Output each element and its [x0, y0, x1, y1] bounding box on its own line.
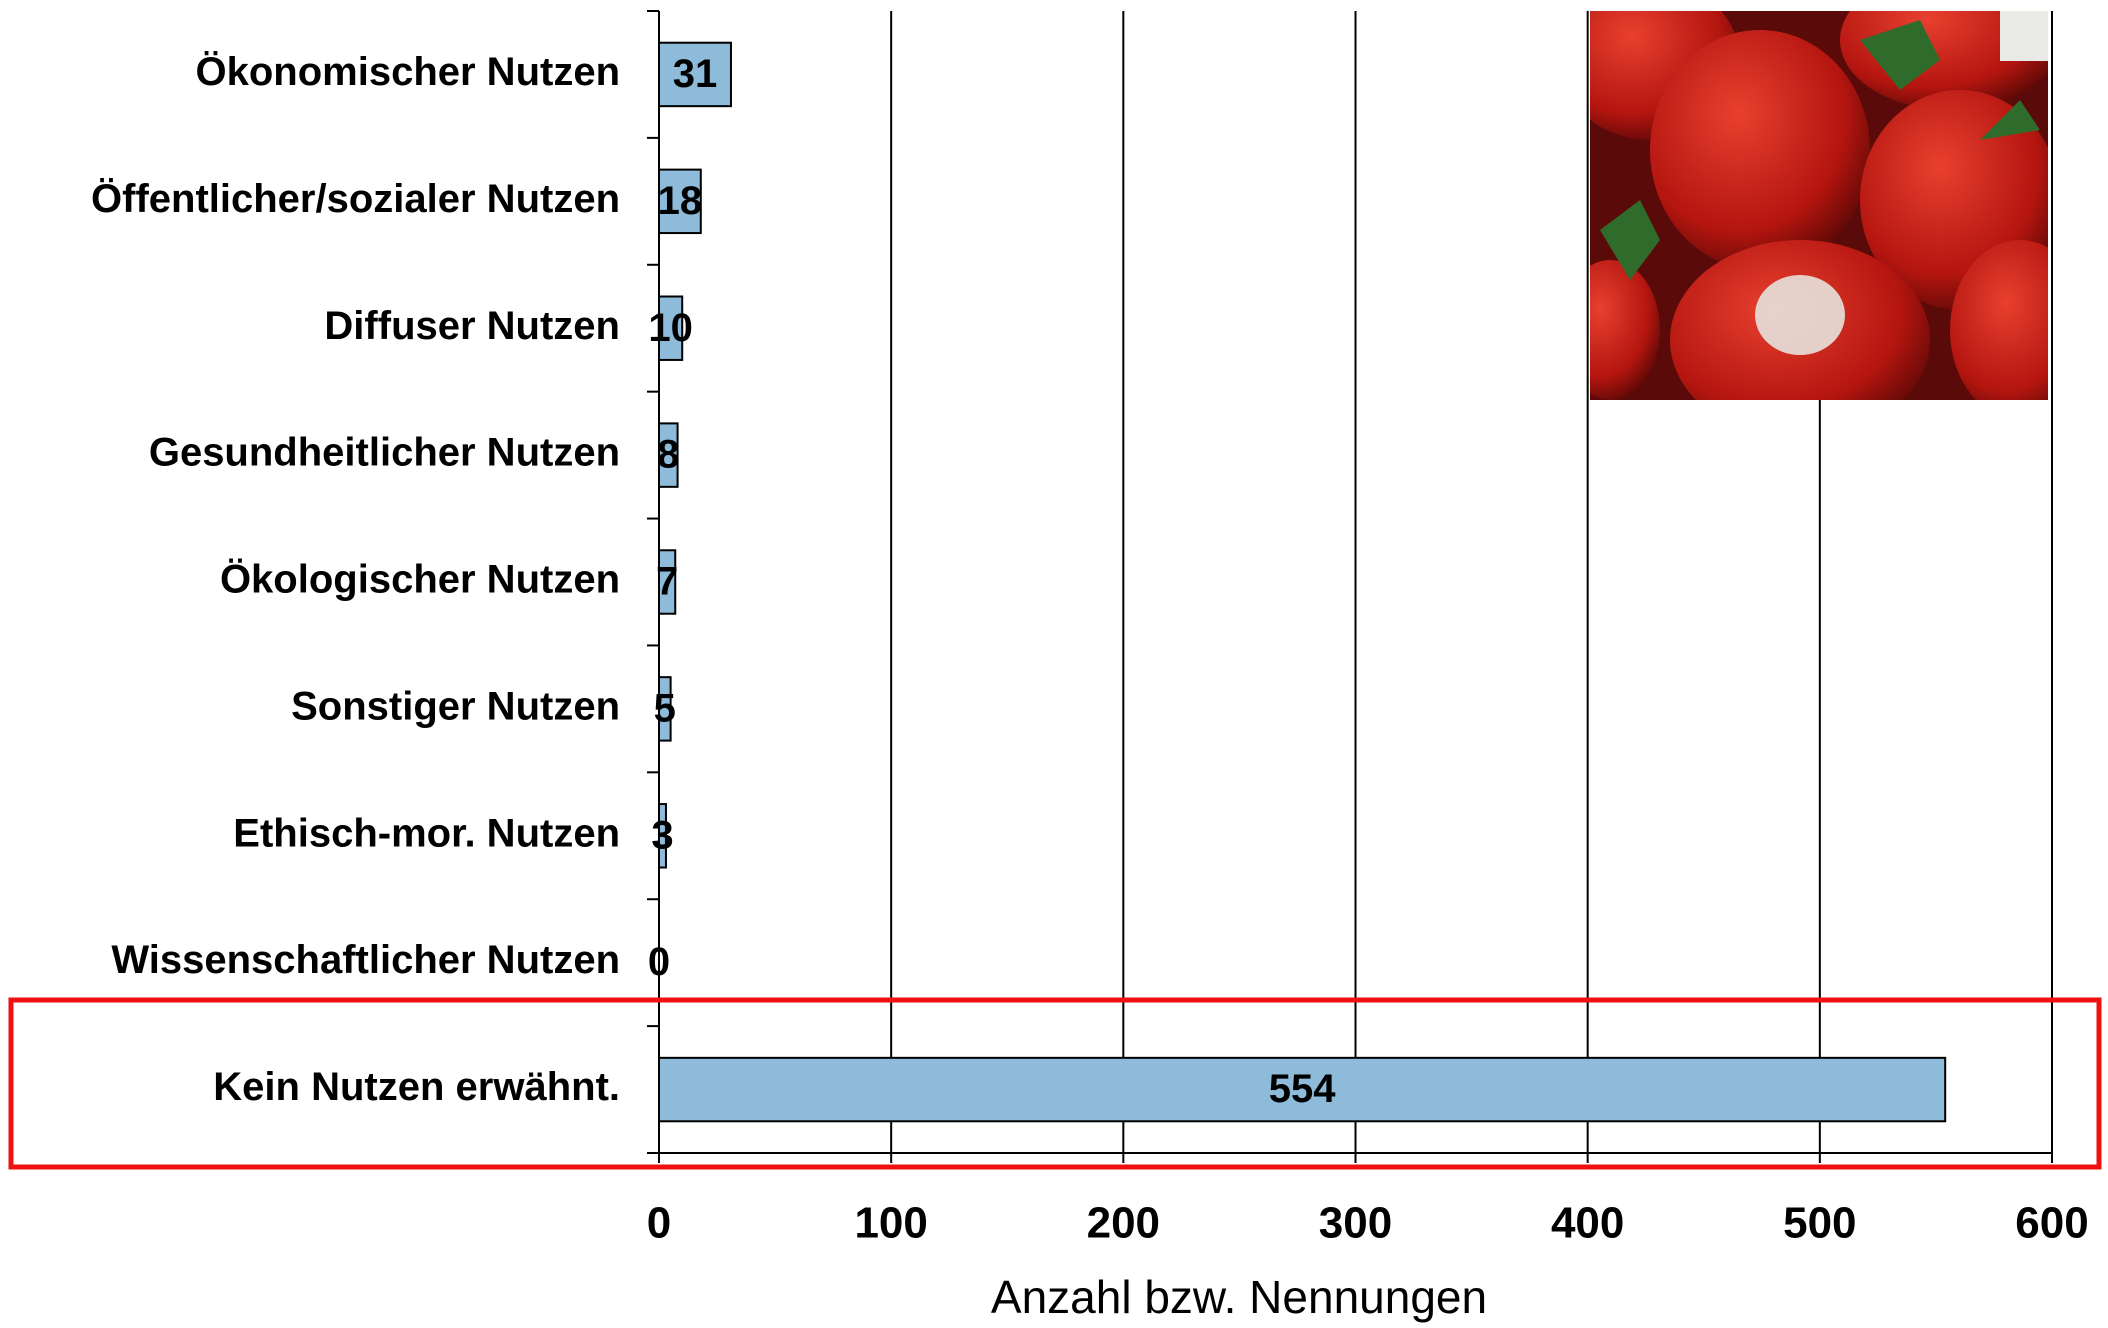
strawberry-photo	[1560, 0, 2090, 440]
value-label: 7	[656, 560, 678, 604]
y-tick-label: Sonstiger Nutzen	[291, 684, 620, 728]
x-tick-label: 400	[1551, 1199, 1624, 1248]
x-tick-label: 300	[1319, 1199, 1392, 1248]
y-tick-label: Diffuser Nutzen	[324, 304, 620, 348]
x-tick-label: 500	[1783, 1199, 1856, 1248]
x-axis-title: Anzahl bzw. Nennungen	[991, 1271, 1487, 1323]
value-label: 8	[657, 433, 679, 477]
x-tick-label: 100	[854, 1199, 927, 1248]
value-label: 554	[1269, 1067, 1336, 1111]
y-tick-label: Ethisch-mor. Nutzen	[233, 811, 620, 855]
value-label: 3	[651, 813, 673, 857]
y-tick-label: Öffentlicher/sozialer Nutzen	[91, 176, 620, 221]
x-tick-label: 600	[2015, 1199, 2088, 1248]
value-label: 10	[648, 306, 693, 350]
value-label: 0	[648, 940, 670, 984]
chart: 0100200300400500600Ökonomischer Nutzen31…	[0, 0, 2108, 1328]
y-tick-label: Ökonomischer Nutzen	[195, 49, 620, 94]
value-label: 5	[654, 686, 676, 730]
y-tick-label: Kein Nutzen erwähnt.	[213, 1065, 620, 1109]
y-tick-label: Ökologischer Nutzen	[220, 557, 620, 602]
y-tick-label: Wissenschaftlicher Nutzen	[111, 938, 620, 982]
x-tick-label: 200	[1087, 1199, 1160, 1248]
value-label: 31	[673, 52, 718, 96]
value-label: 18	[658, 179, 703, 223]
y-tick-label: Gesundheitlicher Nutzen	[149, 431, 620, 475]
page: 0100200300400500600Ökonomischer Nutzen31…	[0, 0, 2108, 1328]
x-tick-label: 0	[647, 1199, 671, 1248]
